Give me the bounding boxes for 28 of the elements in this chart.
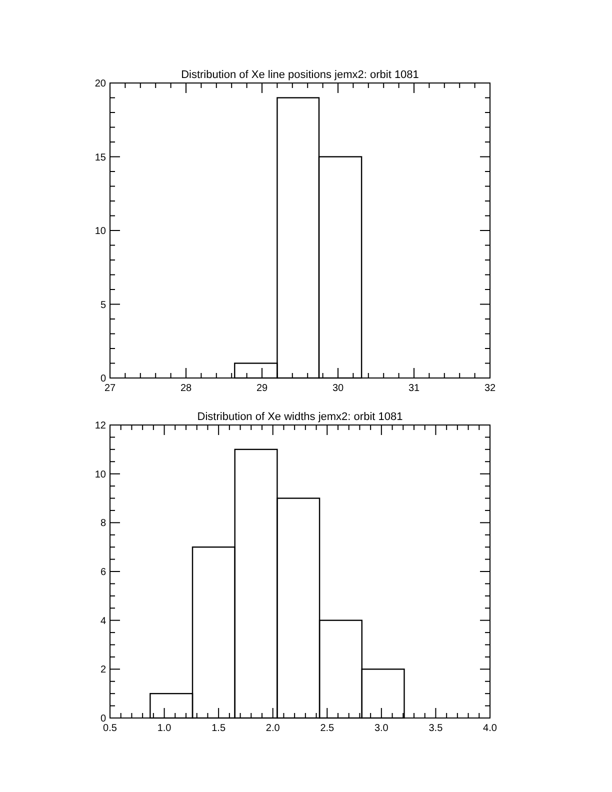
x-tick-label: 29 bbox=[256, 383, 268, 394]
x-tick-label: 3.5 bbox=[428, 723, 444, 734]
x-tick-label: 27 bbox=[104, 383, 116, 394]
y-tick-label: 4 bbox=[100, 616, 106, 627]
y-tick-label: 8 bbox=[100, 518, 106, 530]
y-tick-label: 10 bbox=[94, 226, 106, 237]
x-tick-label: 1.0 bbox=[157, 723, 172, 734]
y-tick-label: 12 bbox=[94, 420, 106, 432]
x-tick-label: 0.5 bbox=[103, 723, 118, 734]
y-tick-label: 6 bbox=[100, 567, 106, 578]
x-tick-label: 3.0 bbox=[374, 723, 389, 734]
y-tick-label: 20 bbox=[94, 78, 106, 90]
y-tick-label: 0 bbox=[100, 714, 106, 724]
chart-title: Distribution of Xe widths jemx2: orbit 1081 bbox=[197, 411, 403, 423]
chart-title: Distribution of Xe line positions jemx2: orbit 1081 bbox=[181, 69, 419, 81]
x-tick-label: 28 bbox=[180, 383, 192, 394]
y-tick-label: 2 bbox=[100, 664, 106, 676]
x-tick-label: 1.5 bbox=[212, 723, 226, 734]
x-tick-label: 32 bbox=[484, 383, 496, 394]
y-tick-label: 5 bbox=[100, 300, 106, 311]
x-tick-label: 31 bbox=[408, 383, 420, 394]
y-tick-label: 0 bbox=[100, 374, 106, 384]
y-tick-label: 15 bbox=[94, 152, 106, 164]
x-tick-label: 30 bbox=[332, 383, 344, 394]
x-tick-label: 4.0 bbox=[483, 723, 498, 734]
y-tick-label: 10 bbox=[94, 469, 106, 480]
x-tick-label: 2.5 bbox=[320, 723, 335, 734]
x-tick-label: 2.0 bbox=[266, 723, 280, 734]
